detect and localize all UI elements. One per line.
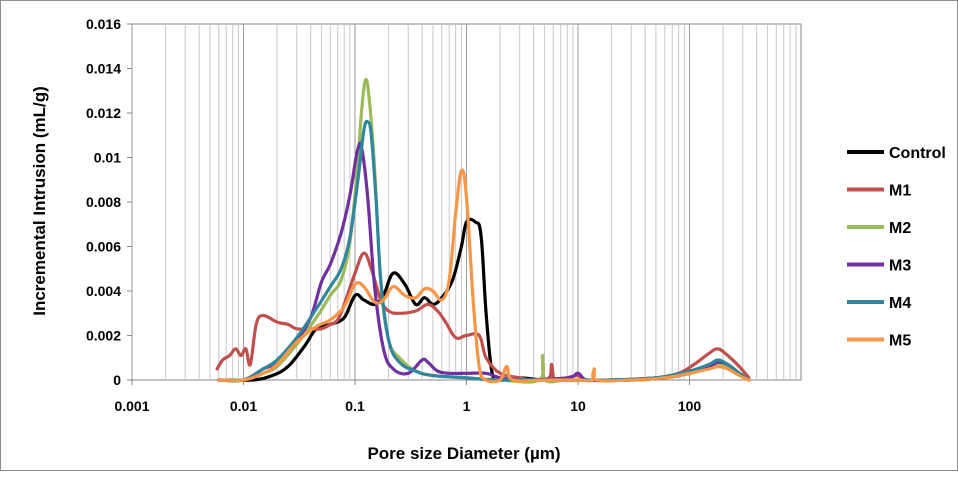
y-tick-label: 0.012 (86, 105, 121, 121)
series-line-m5 (217, 168, 751, 384)
legend-label-m2: M2 (889, 220, 911, 237)
x-tick-label: 10 (570, 398, 586, 414)
x-tick-label: 100 (678, 398, 702, 414)
series-line-control (217, 217, 751, 383)
legend-label-m1: M1 (889, 183, 911, 200)
legend-label-m4: M4 (889, 295, 911, 312)
y-tick-label: 0.008 (86, 194, 121, 210)
series-line-m4 (217, 119, 751, 383)
legend-label-m3: M3 (889, 258, 911, 275)
y-axis-title: Incremental Intrusion (mL/g) (30, 86, 49, 316)
x-tick-label: 1 (463, 398, 471, 414)
x-tick-label: 0.001 (114, 398, 149, 414)
y-tick-label: 0 (113, 372, 121, 388)
y-tick-label: 0.002 (86, 328, 121, 344)
x-tick-label: 0.1 (345, 398, 365, 414)
y-tick-label: 0.01 (94, 150, 121, 166)
legend: Control M1 M2 M3 M4 M5 (847, 145, 946, 350)
y-tick-label: 0.004 (86, 283, 121, 299)
legend-label-m5: M5 (889, 333, 911, 350)
series-layer (215, 77, 751, 384)
x-axis-title: Pore size Diameter (µm) (367, 444, 560, 463)
y-tick-label: 0.016 (86, 16, 121, 32)
axis-layer: 0.001 0.01 0.1 1 10 100 0 0.002 0.004 0.006 0.008 0… (86, 16, 701, 414)
grid-layer (131, 23, 802, 381)
legend-label-control: Control (889, 145, 946, 162)
y-tick-label: 0.006 (86, 239, 121, 255)
y-tick-label: 0.014 (86, 61, 121, 77)
x-tick-label: 0.01 (230, 398, 257, 414)
